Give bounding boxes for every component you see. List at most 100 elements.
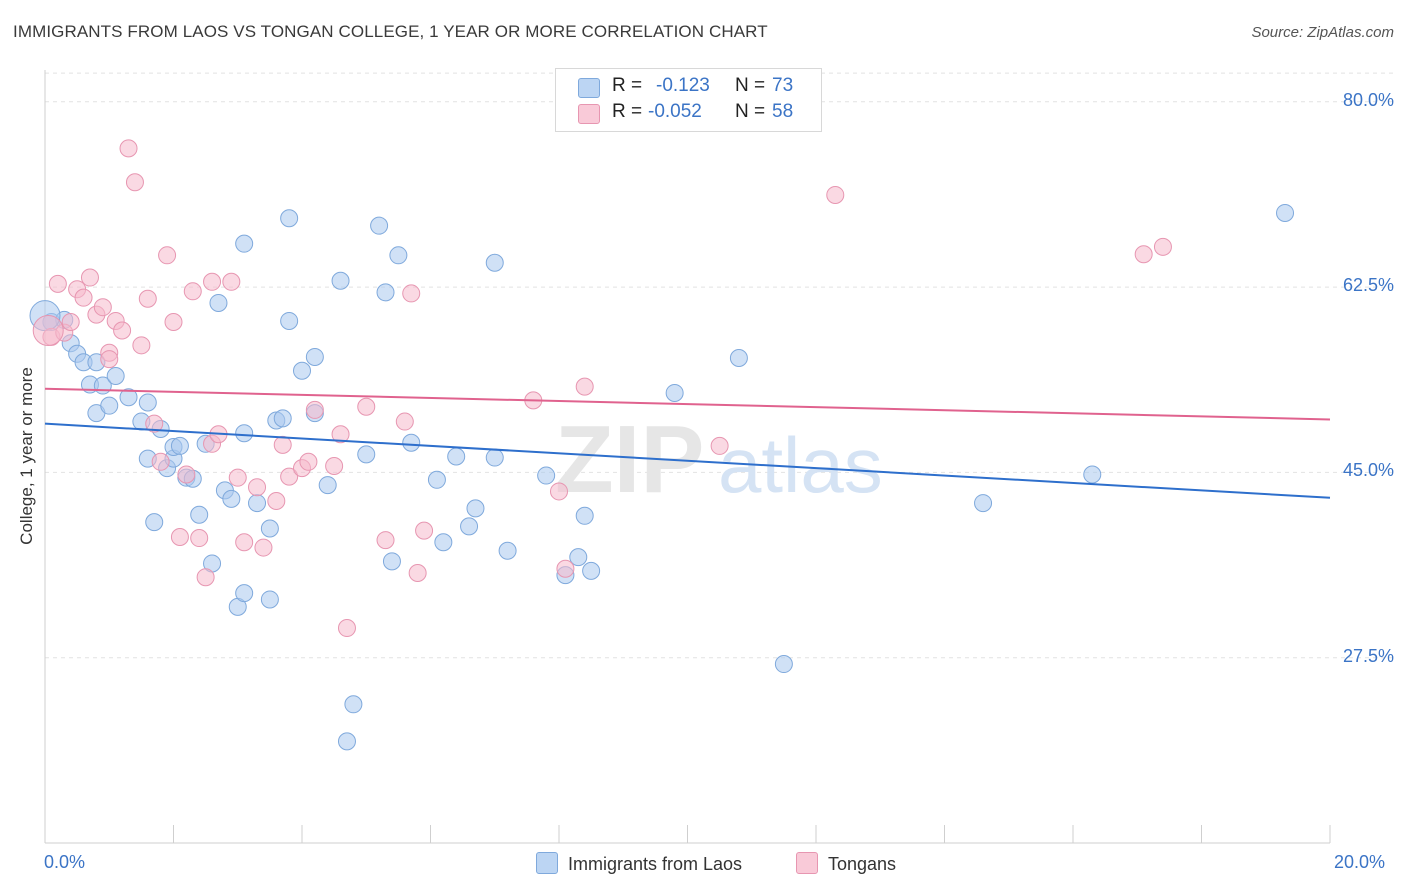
grid-lines <box>45 72 1395 659</box>
data-point <box>280 209 299 228</box>
data-points <box>29 139 1295 751</box>
trend-line <box>44 422 1331 499</box>
data-point <box>337 619 356 638</box>
x-tick-max: 20.0% <box>1334 852 1386 872</box>
data-point <box>145 513 164 532</box>
data-point <box>106 367 125 386</box>
data-point <box>93 298 112 317</box>
data-point <box>485 253 504 272</box>
legend-swatch-laos <box>578 78 600 98</box>
data-point <box>164 313 183 332</box>
data-point <box>158 246 177 265</box>
bottom-legend-label-laos: Immigrants from Laos <box>568 854 743 874</box>
data-point <box>485 448 504 467</box>
data-point <box>138 289 157 308</box>
data-point <box>710 436 729 455</box>
legend-n-label: N = <box>735 101 766 122</box>
data-point <box>331 425 350 444</box>
bottom-legend-label-tongans: Tongans <box>828 854 897 874</box>
data-point <box>434 533 453 552</box>
data-point <box>575 506 594 525</box>
data-point <box>427 470 446 489</box>
data-point <box>575 377 594 396</box>
data-point <box>1153 237 1172 256</box>
data-point <box>1134 245 1153 264</box>
data-point <box>61 313 80 332</box>
legend-n-value: 73 <box>772 75 794 96</box>
data-point <box>254 538 273 557</box>
data-point <box>235 234 254 253</box>
data-point <box>556 559 575 578</box>
legend-r-value: -0.123 <box>656 75 710 96</box>
data-point <box>228 468 247 487</box>
data-point <box>273 409 292 428</box>
trend-line <box>44 387 1331 421</box>
axes <box>44 70 1331 844</box>
data-point <box>729 349 748 368</box>
legend-r-label: R = <box>612 101 643 122</box>
x-tick-min: 0.0% <box>44 852 86 872</box>
data-point <box>248 494 267 513</box>
data-point <box>305 347 324 366</box>
data-point <box>170 527 189 546</box>
data-point <box>357 397 376 416</box>
data-point <box>177 465 196 484</box>
y-tick-label: 45.0% <box>1342 460 1394 481</box>
data-point <box>395 412 414 431</box>
data-point <box>665 383 684 402</box>
data-point <box>248 478 267 497</box>
data-point <box>357 445 376 464</box>
data-point <box>222 272 241 291</box>
data-point <box>273 435 292 454</box>
data-point <box>138 393 157 412</box>
data-point <box>550 482 568 501</box>
data-point <box>222 489 241 508</box>
data-point <box>196 568 215 587</box>
data-point <box>498 541 517 560</box>
data-point <box>537 466 556 485</box>
bottom-legend-swatch-tongans <box>796 852 818 874</box>
data-point <box>80 268 99 287</box>
watermark-atlas: atlas <box>718 421 883 509</box>
y-tick-label: 27.5% <box>1342 645 1394 666</box>
data-point <box>119 388 138 407</box>
bottom-legend-swatch-laos <box>536 852 558 874</box>
data-point <box>235 424 254 443</box>
data-point <box>582 561 601 580</box>
data-point <box>305 400 324 419</box>
data-point <box>190 529 209 548</box>
data-point <box>1083 465 1102 484</box>
data-point <box>280 311 299 330</box>
watermark: ZIP atlas <box>555 406 883 513</box>
trend-lines <box>44 387 1331 499</box>
data-point <box>32 314 64 346</box>
data-point <box>337 732 356 751</box>
data-point <box>280 467 299 486</box>
data-point <box>260 590 279 609</box>
data-point <box>113 321 132 340</box>
data-point <box>299 452 318 471</box>
data-point <box>460 517 479 536</box>
data-point <box>235 584 254 603</box>
data-point <box>318 476 337 495</box>
data-point <box>183 282 202 301</box>
data-point <box>382 552 401 571</box>
data-point <box>260 519 279 538</box>
data-point <box>325 457 344 476</box>
bottom-legend-laos: Immigrants from Laos <box>536 852 742 875</box>
data-point <box>415 521 434 540</box>
data-point <box>402 433 421 452</box>
data-point <box>267 491 286 510</box>
data-point <box>203 272 222 291</box>
data-point <box>151 452 170 471</box>
data-point <box>209 293 228 312</box>
chart-title: IMMIGRANTS FROM LAOS VS TONGAN COLLEGE, … <box>13 22 768 41</box>
data-point <box>376 531 395 550</box>
bottom-legend-tongans: Tongans <box>796 852 896 875</box>
data-point <box>376 283 395 302</box>
data-point <box>74 288 93 307</box>
y-tick-label: 80.0% <box>1342 89 1394 110</box>
data-point <box>826 185 845 204</box>
data-point <box>370 216 389 235</box>
